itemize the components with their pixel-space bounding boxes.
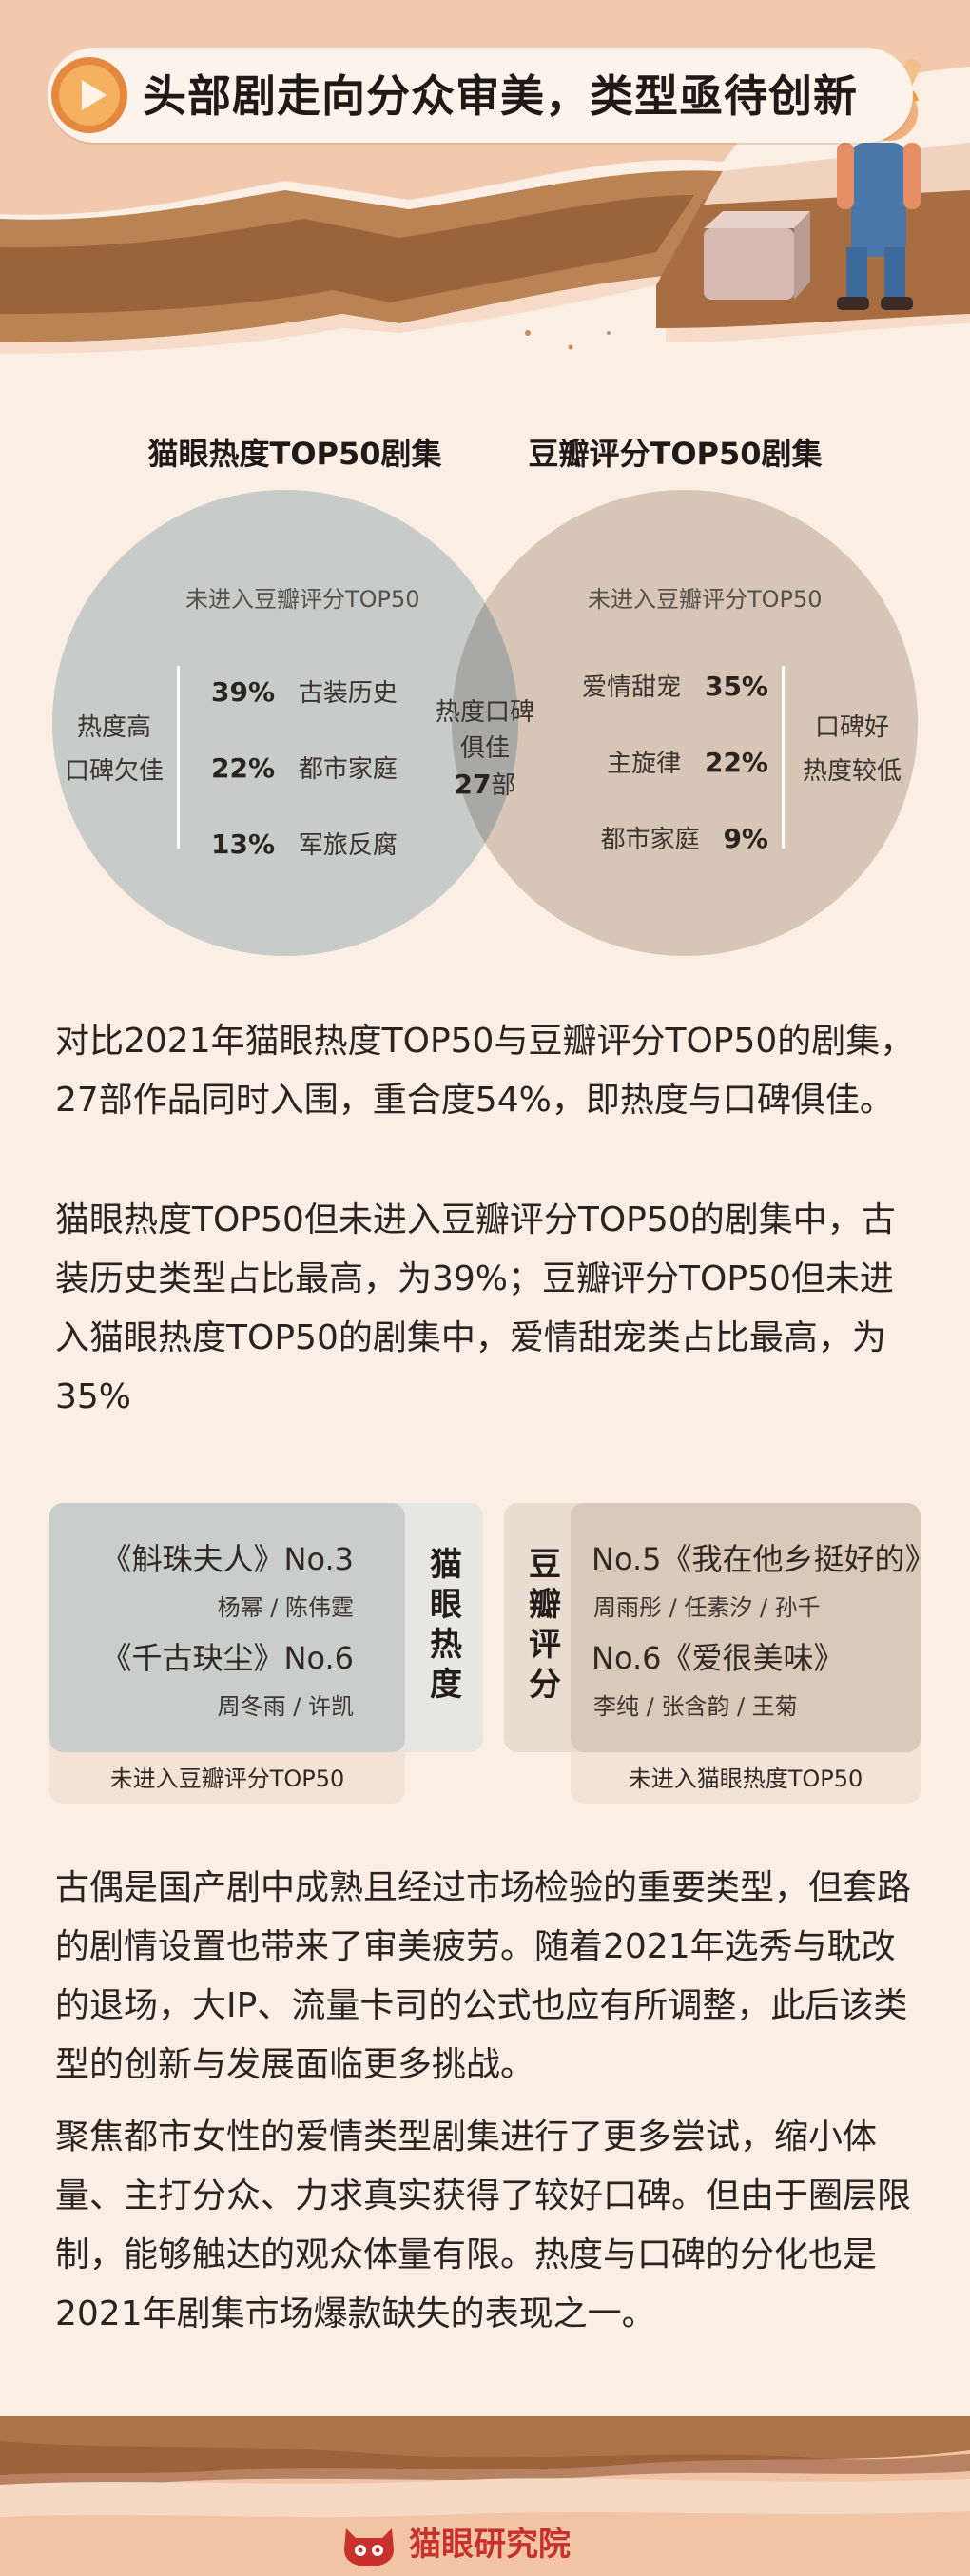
paragraph-genre-share: 猫眼热度TOP50但未进入豆瓣评分TOP50的剧集中，古装历史类型占比最高，为3… [55, 1200, 896, 1416]
right-card-main-panel [571, 1503, 921, 1752]
right-show-title: No.5《我在他乡挺好的》 [592, 1541, 936, 1577]
venn-right-pct: 22% [704, 747, 768, 778]
left-card-caption: 未进入豆瓣评分TOP50 [109, 1766, 345, 1792]
paragraph-overlap-summary: 对比2021年猫眼热度TOP50与豆瓣评分TOP50的剧集，27部作品同时入围，… [55, 1022, 915, 1120]
venn-right-side-label: 口碑好 热度较低 [803, 706, 902, 793]
left-show-cast: 杨幂 / 陈伟霆 [217, 1594, 354, 1621]
venn-right-item: 主旋律 22% [607, 744, 768, 779]
venn-overlap-count: 27 [454, 769, 492, 800]
paragraph-costume-drama: 古偶是国产剧中成熟且经过市场检验的重要类型，但套路的剧情设置也带来了审美疲劳。随… [55, 1868, 912, 2084]
venn-overlap-label: 热度口碑 俱佳 27部 [426, 694, 544, 804]
footer-illustration [0, 2416, 970, 2576]
venn-left-label: 都市家庭 [298, 755, 398, 784]
left-show-title: 《斛珠夫人》No.3 [101, 1541, 355, 1577]
venn-left-label: 古装历史 [298, 679, 398, 708]
venn-left-divider [177, 666, 180, 849]
venn-left-caption: 未进入豆瓣评分TOP50 [185, 586, 420, 613]
venn-right-label: 主旋律 [607, 750, 682, 778]
venn-overlap-unit: 部 [491, 771, 516, 800]
right-show-cast: 周雨彤 / 任素汐 / 孙千 [593, 1594, 821, 1621]
venn-left-side-line1: 热度高 [77, 713, 152, 742]
venn-left-side-line2: 口碑欠佳 [65, 757, 165, 786]
right-show-title: No.6《爱很美味》 [592, 1640, 844, 1676]
venn-right-side-line2: 热度较低 [803, 757, 902, 786]
left-show-cast: 周冬雨 / 许凯 [217, 1693, 354, 1720]
venn-overlap-line2: 俱佳 [459, 734, 510, 763]
venn-right-divider [782, 666, 785, 849]
title-banner [48, 48, 913, 143]
venn-right-heading: 豆瓣评分TOP50剧集 [528, 436, 823, 472]
venn-left-item: 22% 都市家庭 [211, 750, 398, 785]
venn-left-pct: 39% [211, 676, 276, 708]
venn-right-pct: 35% [704, 671, 768, 702]
play-icon [51, 57, 127, 133]
right-card-vertical-label: 豆瓣评分 [529, 1546, 561, 1704]
left-card-vertical-label: 猫眼热度 [430, 1546, 462, 1704]
venn-overlap-line1: 热度口碑 [435, 698, 534, 727]
paragraph-urban-romance: 聚焦都市女性的爱情类型剧集进行了更多尝试，缩小体量、主打分众、力求真实获得了较好… [55, 2117, 912, 2333]
brand-name: 猫眼研究院 [409, 2526, 571, 2564]
venn-right-label: 爱情甜宠 [582, 673, 682, 702]
left-card-main-panel [49, 1503, 405, 1752]
venn-right-item: 爱情甜宠 35% [582, 668, 768, 703]
venn-right-label: 都市家庭 [600, 826, 700, 854]
venn-left-pct: 13% [211, 829, 276, 860]
venn-left-item: 13% 军旅反腐 [211, 826, 398, 861]
venn-left-circle [52, 490, 518, 956]
venn-right-caption: 未进入豆瓣评分TOP50 [588, 586, 823, 613]
venn-left-pct: 22% [211, 752, 276, 784]
page-title: 头部剧走向分众审美，类型亟待创新 [143, 70, 858, 122]
venn-right-item: 都市家庭 9% [601, 820, 768, 855]
venn-right-side-line1: 口碑好 [815, 713, 890, 742]
venn-left-label: 军旅反腐 [298, 831, 398, 860]
maoyan-logo-icon [344, 2528, 394, 2566]
venn-left-heading: 猫眼热度TOP50剧集 [147, 436, 442, 472]
venn-left-side-label: 热度高 口碑欠佳 [65, 706, 164, 793]
venn-right-pct: 9% [723, 823, 768, 854]
right-card-caption: 未进入猫眼热度TOP50 [628, 1766, 863, 1792]
left-show-title: 《千古玦尘》No.6 [101, 1640, 355, 1676]
venn-left-item: 39% 古装历史 [211, 673, 398, 709]
venn-diagram [52, 490, 918, 956]
venn-right-circle [452, 490, 918, 956]
right-show-cast: 李纯 / 张含韵 / 王菊 [593, 1693, 798, 1720]
